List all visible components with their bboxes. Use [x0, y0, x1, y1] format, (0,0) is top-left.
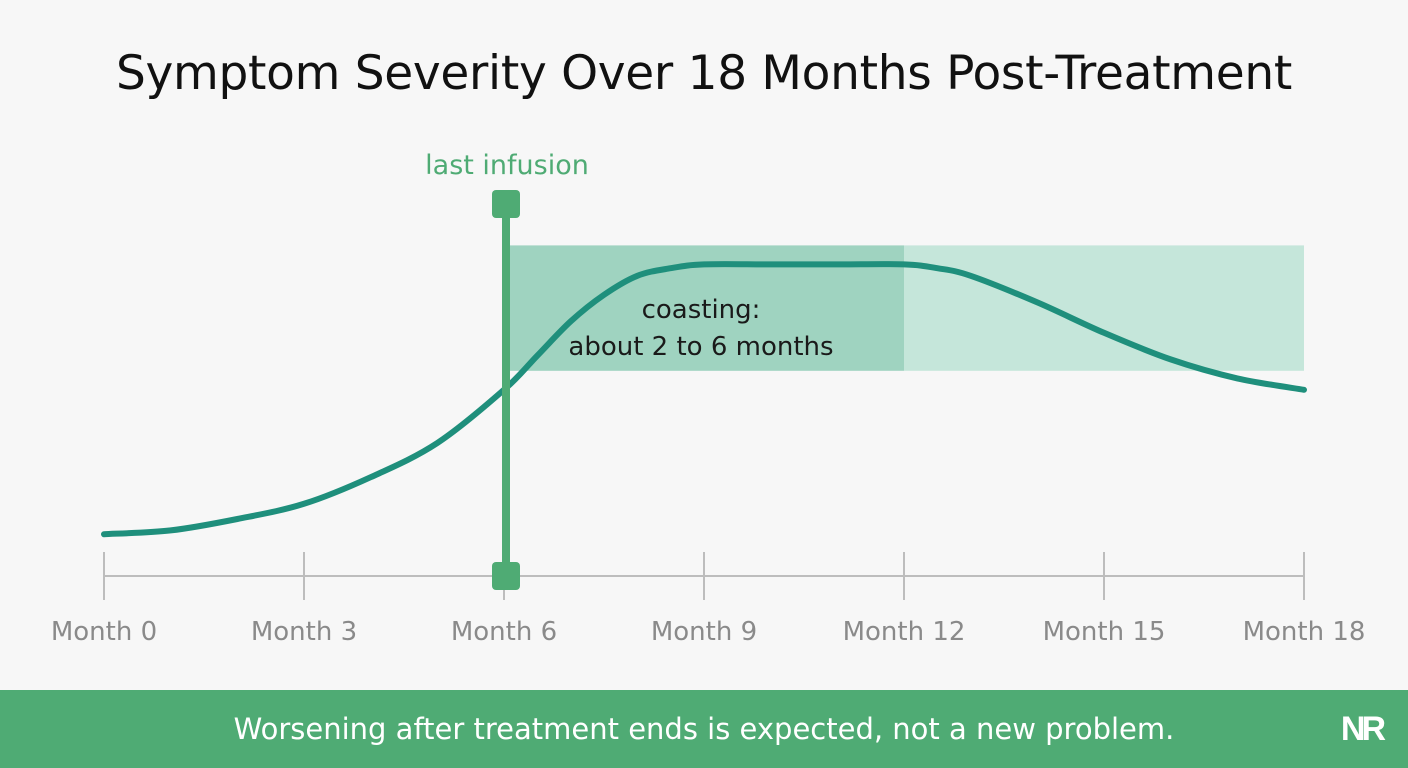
last-infusion-bottom-cap: [492, 562, 520, 590]
footer-message: Worsening after treatment ends is expect…: [233, 712, 1175, 746]
x-tick-label: Month 6: [451, 617, 557, 647]
x-tick-label: Month 15: [1043, 617, 1166, 647]
x-tick-label: Month 0: [51, 617, 157, 647]
last-infusion-top-cap: [492, 190, 520, 218]
brand-logo: NR: [1340, 710, 1386, 748]
chart-title: Symptom Severity Over 18 Months Post-Tre…: [115, 46, 1293, 101]
band-label-line: about 2 to 6 months: [568, 332, 833, 362]
severity-curve: [101, 261, 1307, 538]
last-infusion-label: last infusion: [425, 150, 589, 181]
footer-banner: Worsening after treatment ends is expect…: [0, 690, 1408, 768]
chart-area: Month 0 Month 3 Month 6 Month 9 Month 12 Mont…: [51, 150, 1366, 647]
post-coasting-band: [904, 245, 1304, 371]
x-tick-label: Month 12: [843, 617, 966, 647]
x-tick-label: Month 9: [651, 617, 757, 647]
band-label-line: coasting:: [642, 295, 761, 325]
x-tick-label: Month 18: [1243, 617, 1366, 647]
x-tick-label: Month 3: [251, 617, 357, 647]
